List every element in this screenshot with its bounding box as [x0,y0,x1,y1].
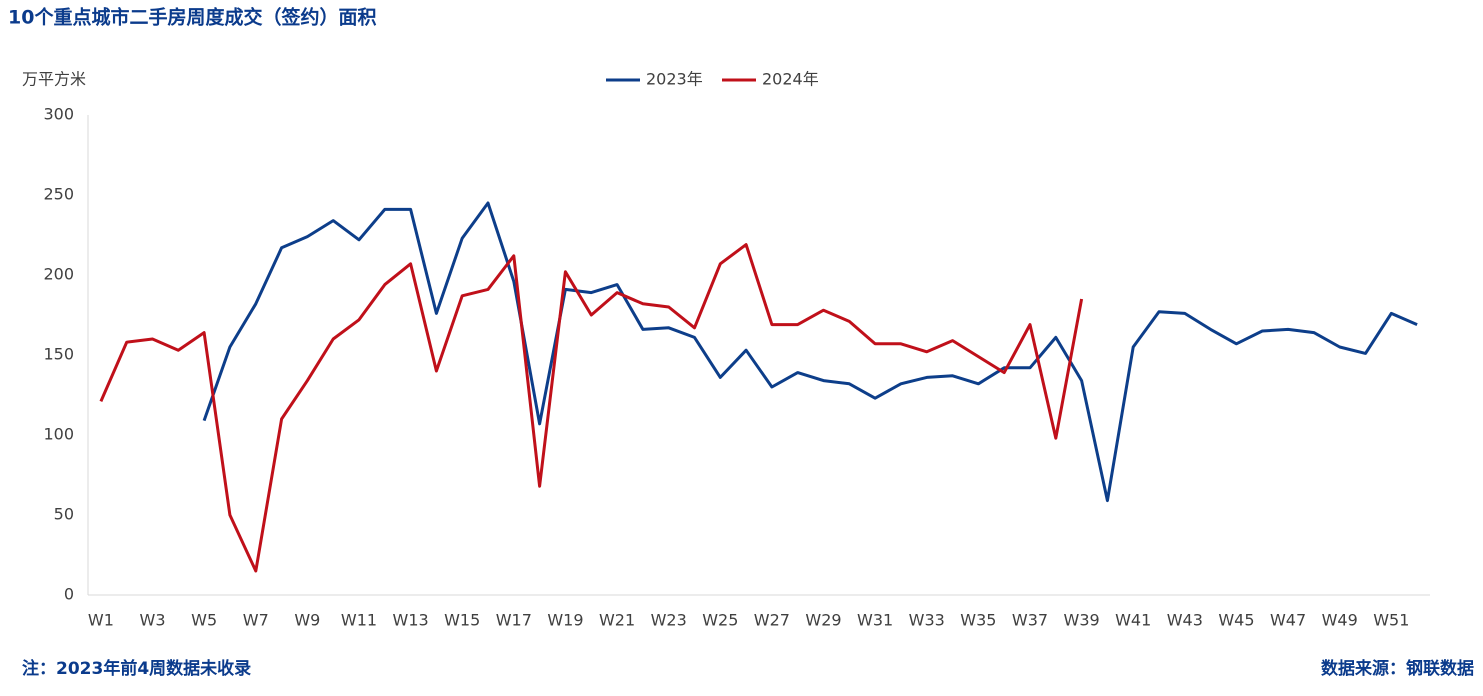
series-line [99,243,1084,573]
x-tick-label: W51 [1373,611,1409,630]
x-tick-label: W29 [805,611,841,630]
x-tick-label: W21 [599,611,635,630]
x-tick-label: W33 [909,611,945,630]
x-tick-label: W45 [1218,611,1254,630]
x-tick-label: W1 [88,611,114,630]
y-axis-label: 万平方米 [22,70,86,89]
x-tick-label: W19 [547,611,583,630]
legend-label: 2024年 [762,70,819,89]
x-tick-label: W17 [496,611,532,630]
x-tick-label: W3 [140,611,166,630]
x-tick-label: W7 [243,611,269,630]
x-tick-label: W47 [1270,611,1306,630]
y-tick-label: 100 [43,425,74,444]
y-tick-label: 150 [43,345,74,364]
x-tick-label: W15 [444,611,480,630]
y-tick-label: 0 [64,585,74,604]
x-tick-label: W41 [1115,611,1151,630]
x-tick-label: W23 [651,611,687,630]
x-tick-label: W35 [960,611,996,630]
x-tick-label: W11 [341,611,377,630]
x-tick-label: W37 [1012,611,1048,630]
y-tick-label: 50 [54,505,74,524]
x-tick-label: W49 [1322,611,1358,630]
x-tick-label: W9 [294,611,320,630]
y-tick-label: 200 [43,265,74,284]
footnote: 注：2023年前4周数据未收录 [22,658,251,679]
x-tick-label: W25 [702,611,738,630]
x-tick-label: W13 [393,611,429,630]
legend-label: 2023年 [646,70,703,89]
chart-title: 10个重点城市二手房周度成交（签约）面积 [8,6,376,29]
x-tick-label: W39 [1064,611,1100,630]
x-tick-label: W5 [191,611,217,630]
y-tick-label: 300 [43,105,74,124]
x-tick-label: W27 [754,611,790,630]
source: 数据来源：钢联数据 [1321,658,1474,679]
x-tick-label: W31 [857,611,893,630]
y-tick-label: 250 [43,185,74,204]
x-tick-label: W43 [1167,611,1203,630]
series-line [202,201,1418,503]
